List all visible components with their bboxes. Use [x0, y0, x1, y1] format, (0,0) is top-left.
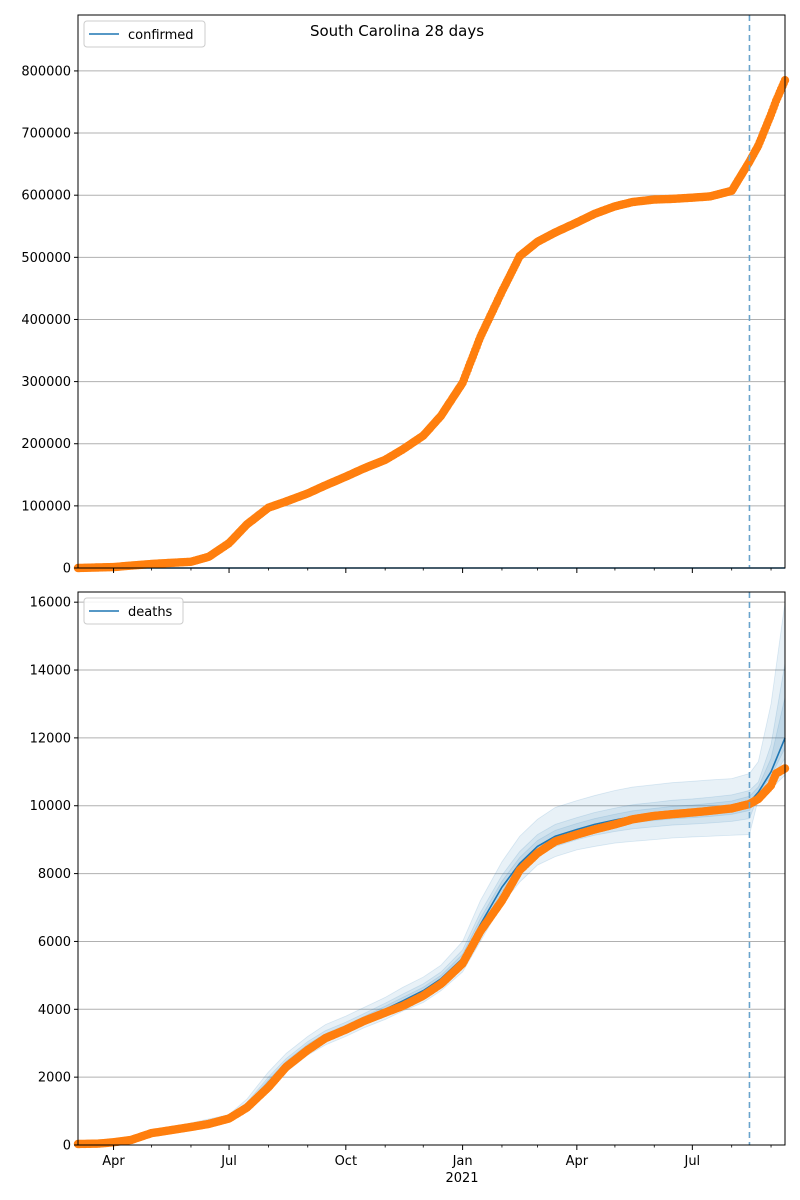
y-tick-label: 0	[63, 562, 71, 577]
deaths-legend: deaths	[83, 597, 184, 625]
x-tick-label: Jul	[683, 1154, 700, 1169]
y-tick-label: 4000	[38, 1003, 71, 1018]
y-tick-label: 100000	[21, 499, 71, 514]
deaths-x-ticks: Apr Jul Oct Jan Apr Jul	[102, 1145, 772, 1169]
x-tick-label: Oct	[335, 1154, 357, 1169]
deaths-panel: 0 2000 4000 6000 8000 10000 12000 14000 16000 Ap…	[30, 591, 790, 1169]
y-tick-label: 8000	[38, 867, 71, 882]
x-year-label: 2021	[445, 1171, 478, 1186]
legend-label-deaths: deaths	[128, 605, 173, 620]
legend-box	[83, 20, 206, 48]
confirmed-y-ticks: 0 100000 200000 300000 400000 500000 600000 700…	[21, 64, 78, 577]
y-tick-label: 800000	[21, 64, 71, 79]
y-tick-label: 200000	[21, 437, 71, 452]
y-tick-label: 14000	[30, 664, 71, 679]
deaths-axes-frame	[77, 591, 786, 1146]
y-tick-label: 600000	[21, 189, 71, 204]
confirmed-axes-frame	[77, 14, 786, 569]
y-tick-label: 10000	[30, 799, 71, 814]
y-tick-label: 6000	[38, 935, 71, 950]
deaths-y-ticks: 0 2000 4000 6000 8000 10000 12000 14000 16000	[30, 596, 78, 1154]
x-tick-label: Apr	[102, 1154, 125, 1169]
confirmed-observed-points	[73, 76, 790, 573]
x-tick-label: Apr	[566, 1154, 589, 1169]
y-tick-label: 2000	[38, 1071, 71, 1086]
x-tick-label: Jul	[220, 1154, 237, 1169]
deaths-grid	[78, 601, 785, 1146]
chart-title: South Carolina 28 days	[310, 22, 484, 40]
y-tick-label: 300000	[21, 375, 71, 390]
y-tick-label: 0	[63, 1139, 71, 1154]
legend-label-confirmed: confirmed	[128, 28, 194, 43]
deaths-observed-points	[73, 764, 790, 1149]
y-tick-label: 16000	[30, 596, 71, 611]
x-tick-label: Jan	[452, 1154, 473, 1169]
y-tick-label: 400000	[21, 313, 71, 328]
y-tick-label: 12000	[30, 731, 71, 746]
legend-box	[83, 597, 184, 625]
confirmed-panel: 0 100000 200000 300000 400000 500000 600000 700…	[21, 14, 790, 577]
y-tick-label: 500000	[21, 251, 71, 266]
y-tick-label: 700000	[21, 127, 71, 142]
confirmed-legend: confirmed	[83, 20, 206, 48]
confirmed-x-ticks	[113, 568, 772, 573]
